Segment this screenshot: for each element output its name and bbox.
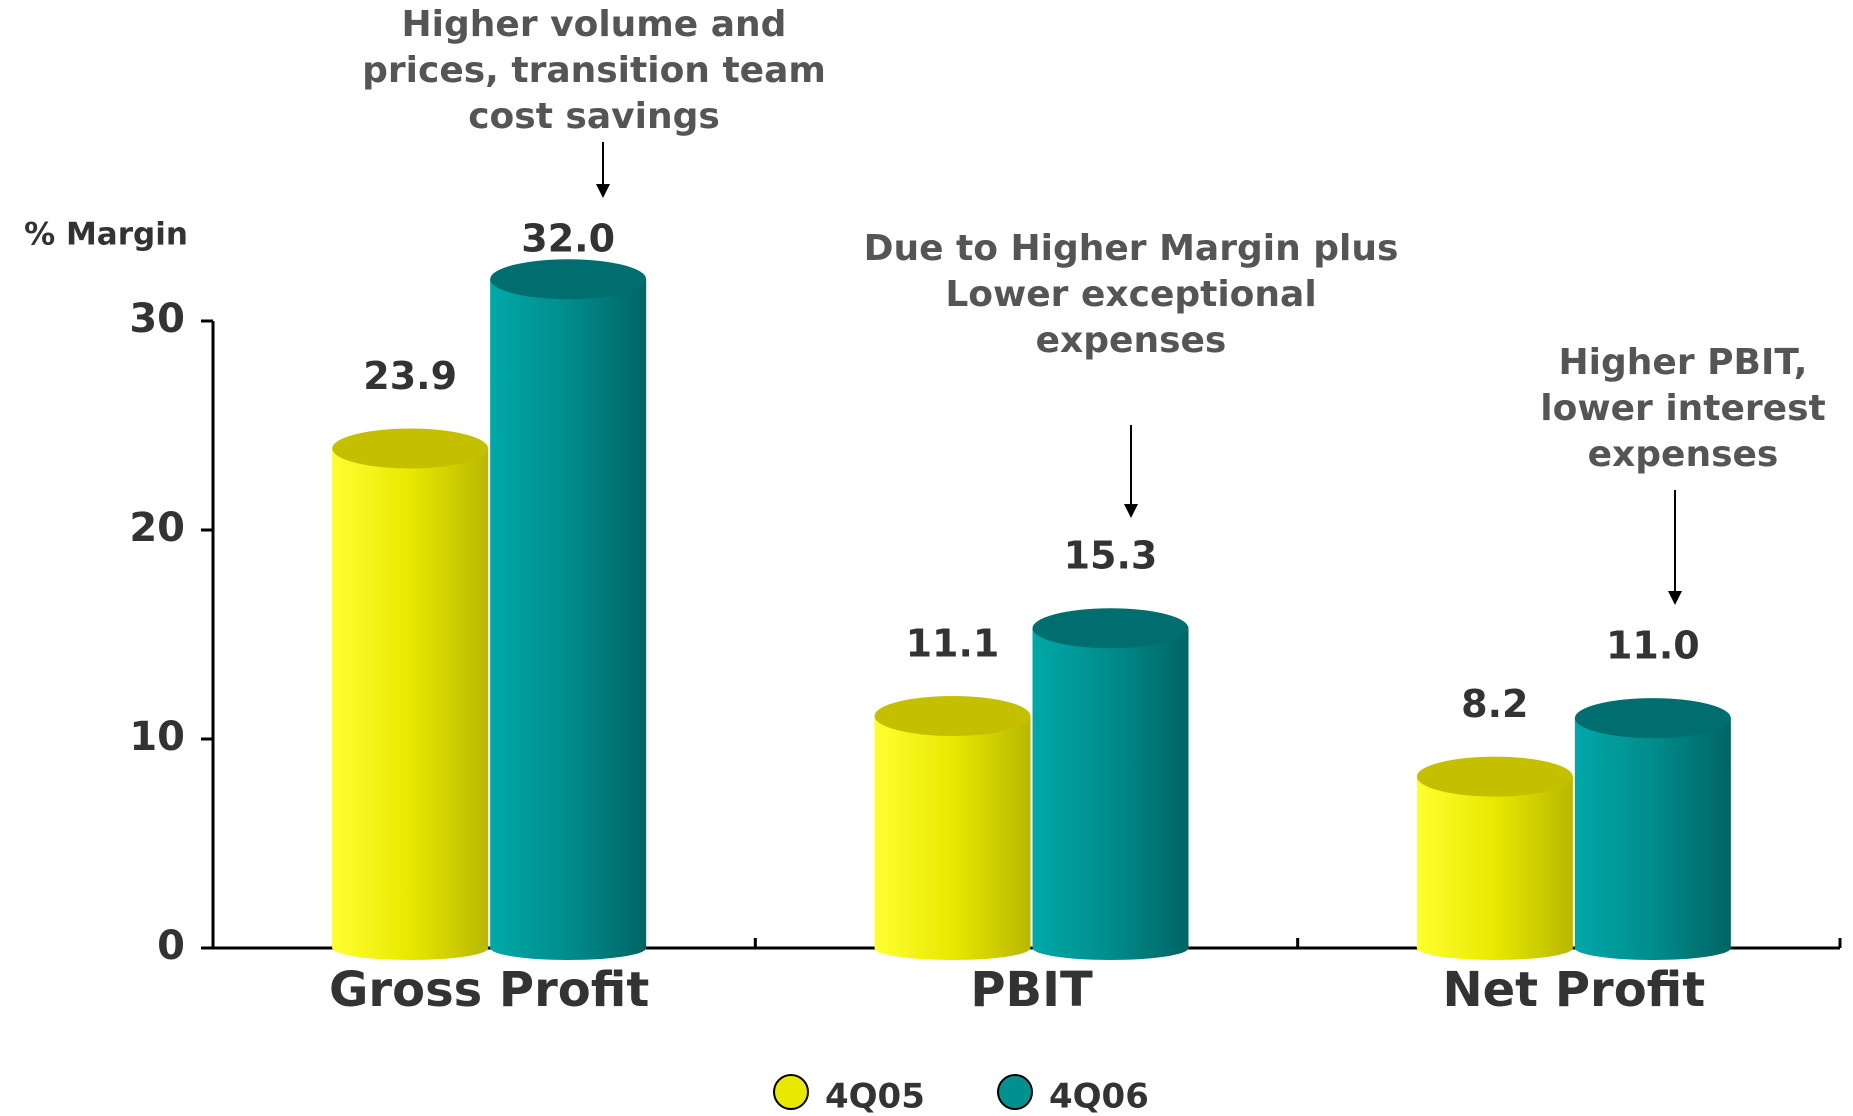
annotation: prices, transition team [362,50,826,91]
y-tick-label: 20 [129,505,185,551]
x-tick-label: Gross Profit [329,962,649,1018]
bar-top [1417,757,1573,797]
bar-base [490,936,646,960]
value-label: 23.9 [363,354,457,398]
bar-base [875,936,1031,960]
bar [1575,718,1731,948]
annotation: Higher volume and [402,4,787,45]
legend-swatch [774,1075,808,1109]
chart: % Margin 0 10 20 30 Gross Profit 23.9 32.0 PBIT… [0,0,1853,1116]
value-label: 8.2 [1461,682,1528,726]
arrow-head [596,184,610,198]
bar [332,448,488,948]
bar [875,716,1031,948]
arrow-head [1668,591,1682,605]
y-tick-label: 10 [129,714,185,760]
value-label: 32.0 [521,217,615,261]
annotation: expenses [1036,320,1227,361]
bar-top [1033,608,1189,648]
bar-base [1033,936,1189,960]
bar-top [875,696,1031,736]
bar-base [332,936,488,960]
annotation: expenses [1588,434,1779,475]
y-tick-label: 30 [129,296,185,342]
bar-top [332,428,488,468]
legend-label: 4Q05 [825,1077,925,1116]
bar [1417,777,1573,948]
y-axis-label: % Margin [24,217,188,253]
x-tick-label: Net Profit [1442,962,1705,1018]
bar-base [1417,936,1573,960]
bar [490,279,646,948]
bar-base [1575,936,1731,960]
legend-swatch [998,1075,1032,1109]
bar-top [1575,698,1731,738]
value-label: 11.1 [906,622,1000,666]
annotation: Lower exceptional [945,274,1316,315]
annotation: lower interest [1540,388,1825,429]
bar [1033,628,1189,948]
annotation: cost savings [468,96,720,137]
bar-top [490,259,646,299]
x-tick-label: PBIT [970,962,1093,1018]
annotation: Due to Higher Margin plus [864,228,1399,269]
y-tick-label: 0 [157,923,185,969]
annotation: Higher PBIT, [1559,342,1808,383]
arrow-head [1124,504,1138,518]
value-label: 11.0 [1606,624,1700,668]
legend-label: 4Q06 [1049,1077,1149,1116]
value-label: 15.3 [1064,534,1158,578]
